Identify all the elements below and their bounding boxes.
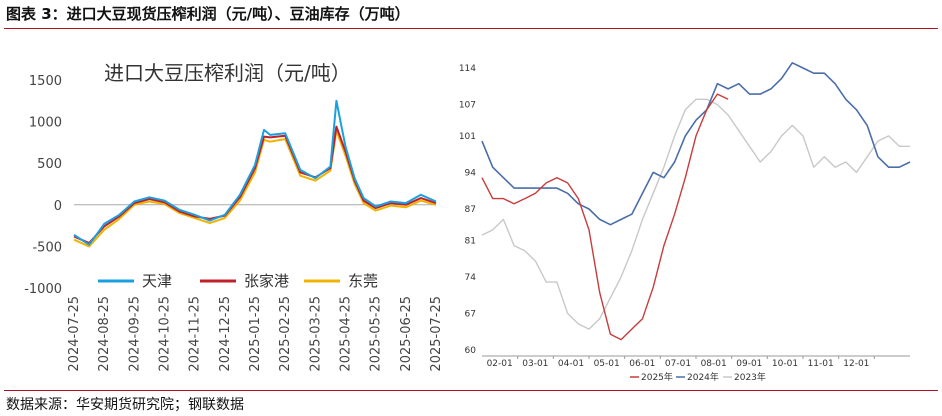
x-tick-label: 08-01 (701, 359, 727, 369)
series-line-0 (73, 99, 437, 246)
figure-title: 图表 3：进口大豆现货压榨利润（元/吨）、豆油库存（万吨） (6, 5, 410, 23)
y-axis: -1000 -500 0 500 1000 1500 (24, 74, 436, 297)
series-line-1 (481, 62, 911, 226)
x-tick-label: 2025-02-25 (278, 296, 293, 372)
soyoil-stock-chart: 60 67 74 81 87 94 101 107 114 02-01 03-01 04-01 05-0… (459, 62, 911, 383)
x-tick-label: 04-01 (558, 359, 584, 369)
y-tick-label: 107 (459, 101, 476, 111)
x-tick-label: 2024-09-25 (127, 296, 142, 372)
series-line-2 (481, 98, 910, 330)
y-tick-label: -500 (32, 240, 62, 255)
legend-label: 2025年 (641, 371, 673, 383)
series-line-0 (481, 93, 729, 341)
series-group (481, 62, 911, 341)
legend-label: 张家港 (244, 272, 289, 290)
x-tick-label: 2024-10-25 (158, 296, 173, 372)
y-tick-label: 1500 (29, 74, 62, 89)
x-tick-label: 2025-01-25 (248, 296, 263, 372)
legend-label: 2024年 (687, 371, 719, 383)
source-note: 数据来源：华安期货研究院；钢联数据 (6, 397, 244, 413)
x-tick-label: 10-01 (772, 359, 798, 369)
x-tick-label: 12-01 (843, 359, 869, 369)
x-tick-label: 06-01 (629, 359, 655, 369)
x-tick-label: 2024-08-25 (97, 296, 112, 372)
y-tick-label: 81 (465, 236, 476, 246)
x-tick-label: 09-01 (736, 359, 762, 369)
y-tick-label: 1000 (29, 116, 62, 131)
x-tick-label: 2025-07-25 (429, 296, 444, 372)
x-tick-label: 11-01 (808, 359, 834, 369)
x-tick-label: 2024-07-25 (67, 296, 82, 372)
x-tick-label: 07-01 (665, 359, 691, 369)
x-tick-label: 03-01 (522, 359, 548, 369)
axes: 60 67 74 81 87 94 101 107 114 02-01 03-01 04-01 05-0… (459, 64, 910, 369)
y-tick-label: 87 (465, 205, 476, 215)
y-tick-label: 114 (459, 64, 476, 74)
y-tick-label: 500 (37, 157, 62, 172)
y-tick-label: 0 (54, 199, 62, 214)
y-tick-label: 101 (459, 132, 476, 142)
title-rule (4, 28, 938, 29)
x-tick-label: 05-01 (594, 359, 620, 369)
legend: 天津 张家港 东莞 (98, 272, 378, 290)
x-tick-label: 2025-06-25 (399, 296, 414, 372)
chart-title: 进口大豆压榨利润（元/吨） (104, 61, 351, 85)
legend-label: 2023年 (734, 371, 766, 383)
y-tick-label: -1000 (24, 282, 62, 297)
x-tick-label: 02-01 (487, 359, 513, 369)
legend-label: 东莞 (348, 272, 378, 290)
x-tick-label: 2025-04-25 (339, 296, 354, 372)
y-tick-label: 60 (465, 346, 477, 356)
y-tick-label: 94 (465, 168, 477, 178)
x-axis: 2024-07-25 2024-08-25 2024-09-25 2024-10-25… (67, 296, 444, 372)
source-rule (4, 390, 938, 391)
y-tick-label: 67 (465, 309, 476, 319)
legend: 2025年 2024年 2023年 (630, 371, 766, 383)
x-tick-label: 2025-03-25 (308, 296, 323, 372)
series-line-2 (73, 129, 437, 248)
series-group (73, 99, 437, 248)
crush-profit-chart: 进口大豆压榨利润（元/吨） -1000 -500 0 500 1000 1500 2024… (24, 61, 444, 372)
x-tick-label: 2024-11-25 (188, 296, 203, 372)
legend-label: 天津 (142, 272, 172, 290)
y-tick-label: 74 (465, 273, 477, 283)
x-tick-label: 2025-05-25 (369, 296, 384, 372)
series-line-1 (73, 125, 437, 245)
x-tick-label: 2024-12-25 (218, 296, 233, 372)
